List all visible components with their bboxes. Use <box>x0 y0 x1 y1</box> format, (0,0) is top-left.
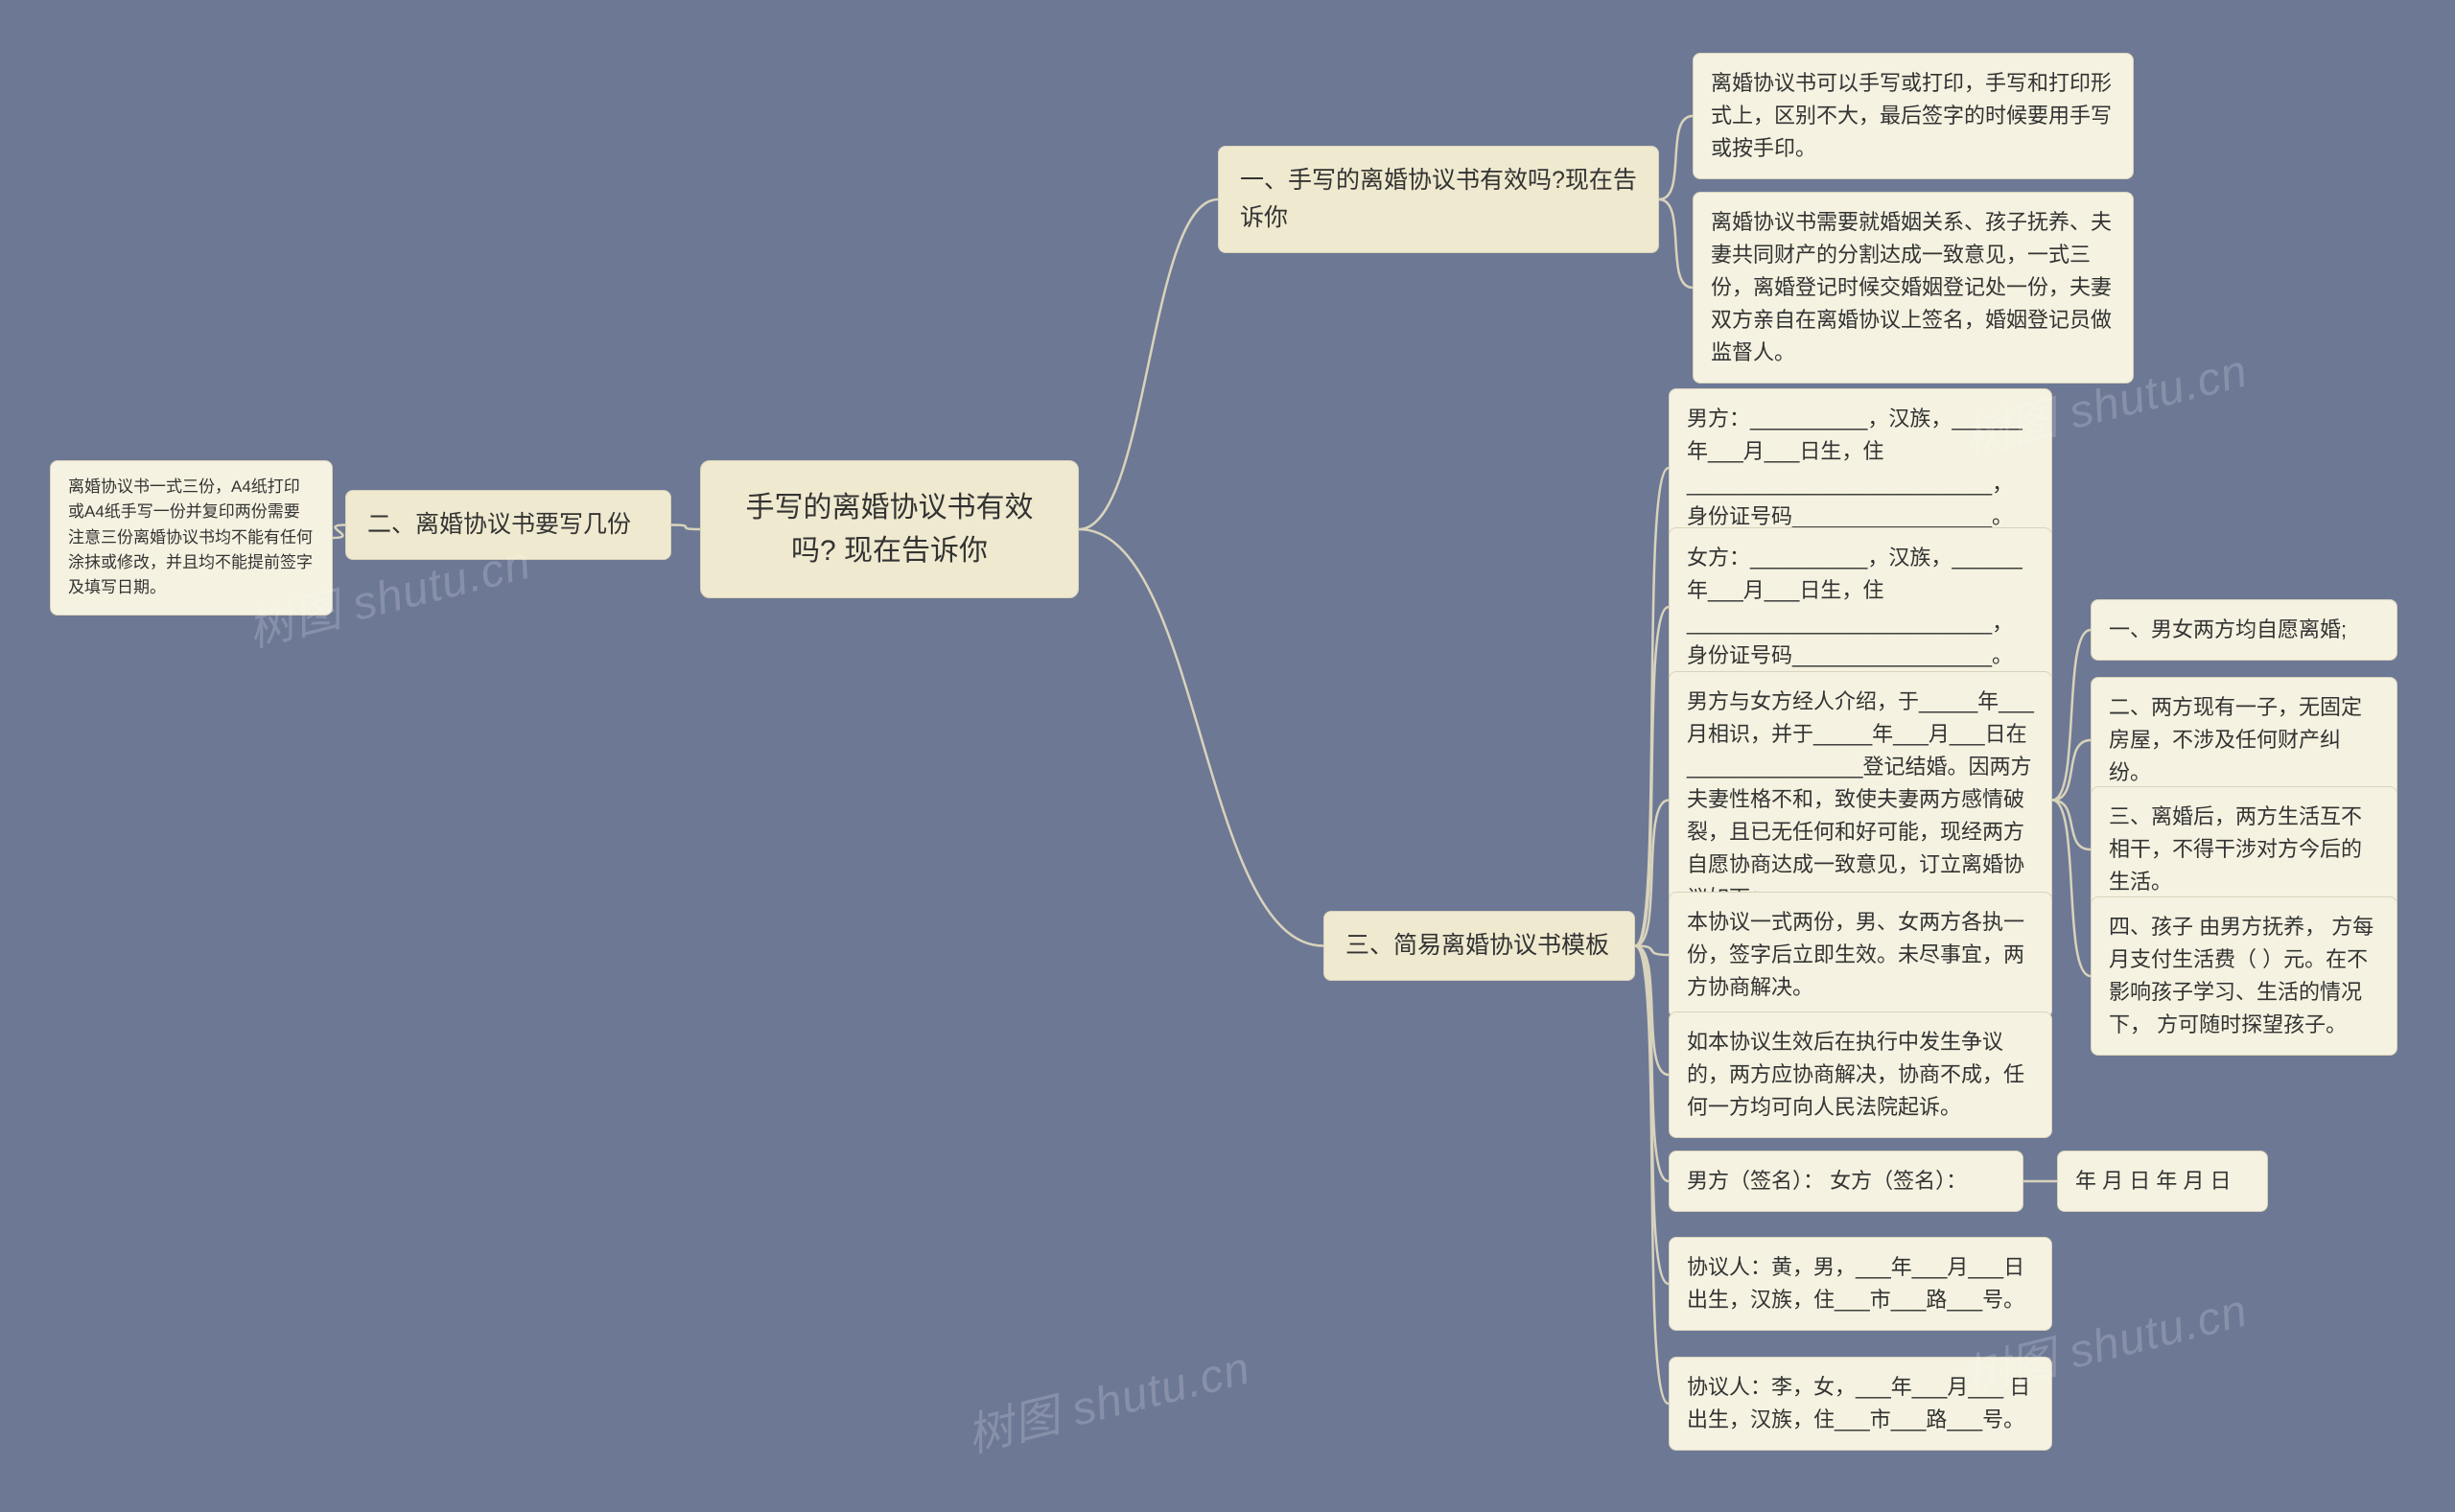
mindmap-node-b3e[interactable]: 如本协议生效后在执行中发生争议的，两方应协商解决，协商不成，任何一方均可向人民法… <box>1669 1012 2052 1138</box>
mindmap-node-b1[interactable]: 一、手写的离婚协议书有效吗?现在告诉你 <box>1218 146 1659 253</box>
mindmap-node-b3[interactable]: 三、简易离婚协议书模板 <box>1323 911 1635 981</box>
mindmap-node-b1b[interactable]: 离婚协议书需要就婚姻关系、孩子抚养、夫妻共同财产的分割达成一致意见，一式三份，离… <box>1693 192 2134 384</box>
mindmap-node-b3c3[interactable]: 三、离婚后，两方生活互不相干，不得干涉对方今后的生活。 <box>2091 786 2397 913</box>
mindmap-node-b2[interactable]: 二、离婚协议书要写几份 <box>345 490 671 560</box>
mindmap-node-b3c[interactable]: 男方与女方经人介绍，于_____年___月相识，并于_____年___月___日… <box>1669 671 2052 929</box>
mindmap-node-b3h[interactable]: 协议人：李，女，___年___月___ 日出生，汉族，住___市___路___号… <box>1669 1357 2052 1451</box>
mindmap-node-b3c2[interactable]: 二、两方现有一子，无固定房屋，不涉及任何财产纠纷。 <box>2091 677 2397 803</box>
mindmap-node-b2a[interactable]: 离婚协议书一式三份，A4纸打印或A4纸手写一份并复印两份需要注意三份离婚协议书均… <box>50 460 333 616</box>
mindmap-node-root[interactable]: 手写的离婚协议书有效吗? 现在告诉你 <box>700 460 1079 598</box>
mindmap-node-b3f[interactable]: 男方（签名）： 女方（签名）： <box>1669 1151 2023 1212</box>
mindmap-node-b3g[interactable]: 协议人：黄，男，___年___月___日出生，汉族，住___市___路___号。 <box>1669 1237 2052 1331</box>
mindmap-node-b3a[interactable]: 男方：__________，汉族，______年___月___日生，住_____… <box>1669 388 2052 547</box>
mindmap-node-b3b[interactable]: 女方：__________，汉族，______年___月___日生，住_____… <box>1669 527 2052 686</box>
mindmap-node-b3c1[interactable]: 一、男女两方均自愿离婚; <box>2091 599 2397 661</box>
mindmap-node-b1a[interactable]: 离婚协议书可以手写或打印，手写和打印形式上，区别不大，最后签字的时候要用手写或按… <box>1693 53 2134 179</box>
watermark-text: 树图 shutu.cn <box>959 1330 1256 1465</box>
mindmap-node-b3c4[interactable]: 四、孩子 由男方抚养， 方每月支付生活费（ ）元。在不影响孩子学习、生活的情况下… <box>2091 896 2397 1056</box>
mindmap-node-b3f1[interactable]: 年 月 日 年 月 日 <box>2057 1151 2268 1212</box>
mindmap-node-b3d[interactable]: 本协议一式两份，男、女两方各执一份，签字后立即生效。未尽事宜，两方协商解决。 <box>1669 892 2052 1018</box>
